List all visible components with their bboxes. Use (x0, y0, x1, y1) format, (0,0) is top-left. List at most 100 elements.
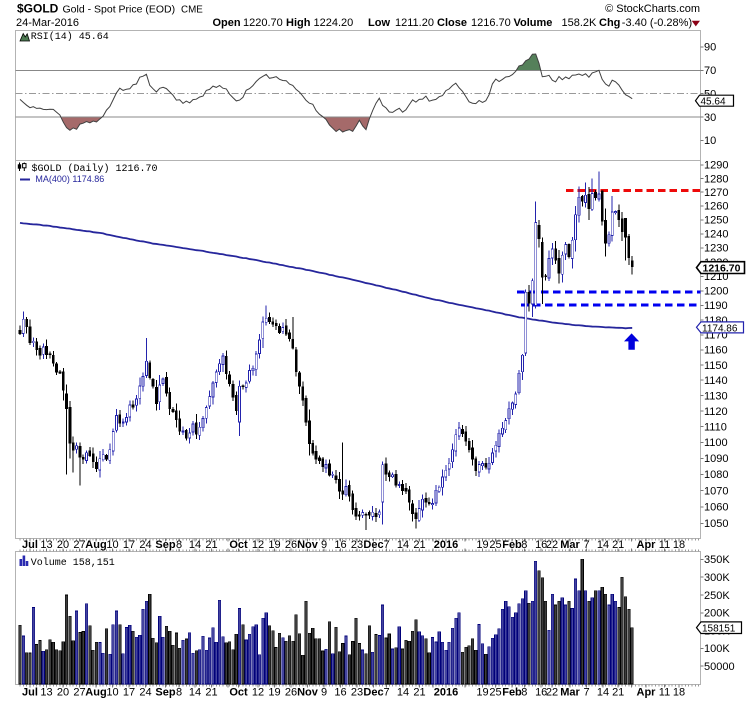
svg-text:10: 10 (704, 135, 716, 147)
svg-text:22: 22 (546, 539, 558, 551)
svg-text:Jul: Jul (22, 539, 38, 551)
svg-text:7: 7 (383, 539, 389, 551)
svg-text:30: 30 (704, 112, 716, 124)
svg-text:17: 17 (123, 539, 135, 551)
svg-text:21: 21 (612, 687, 624, 699)
svg-text:$GOLD (Daily) 1216.70: $GOLD (Daily) 1216.70 (32, 163, 158, 175)
svg-text:13: 13 (40, 539, 52, 551)
svg-text:9: 9 (321, 687, 327, 699)
svg-text:8: 8 (176, 687, 182, 699)
svg-text:14: 14 (397, 539, 409, 551)
svg-text:12: 12 (252, 687, 264, 699)
svg-text:25: 25 (489, 687, 501, 699)
svg-text:14: 14 (397, 687, 409, 699)
svg-text:Mar: Mar (560, 687, 580, 699)
svg-text:1280: 1280 (704, 173, 728, 185)
svg-text:1110: 1110 (704, 421, 727, 433)
svg-text:250K: 250K (704, 590, 730, 602)
svg-text:18: 18 (673, 687, 685, 699)
svg-text:7: 7 (583, 539, 589, 551)
svg-text:2016: 2016 (434, 687, 458, 699)
svg-text:70: 70 (704, 65, 716, 77)
svg-text:Oct: Oct (229, 687, 248, 699)
svg-text:158151: 158151 (702, 623, 736, 634)
svg-text:RSI(14) 45.64: RSI(14) 45.64 (31, 31, 109, 43)
svg-text:Apr: Apr (637, 687, 657, 699)
svg-text:7: 7 (383, 687, 389, 699)
svg-text:Aug: Aug (85, 539, 106, 551)
svg-text:1120: 1120 (704, 406, 728, 418)
svg-text:1190: 1190 (704, 300, 728, 312)
svg-text:16: 16 (535, 687, 547, 699)
svg-text:1080: 1080 (704, 469, 728, 481)
svg-text:27: 27 (73, 687, 85, 699)
svg-text:23: 23 (351, 539, 363, 551)
svg-text:Jul: Jul (22, 687, 38, 699)
svg-text:Sep: Sep (155, 687, 175, 699)
svg-text:Close: Close (437, 17, 467, 29)
svg-text:21: 21 (205, 687, 217, 699)
svg-text:1290: 1290 (704, 160, 728, 172)
svg-text:50000: 50000 (704, 661, 735, 673)
svg-text:16: 16 (334, 539, 346, 551)
svg-text:Dec: Dec (363, 687, 383, 699)
svg-text:1216.70: 1216.70 (703, 263, 741, 275)
svg-text:8: 8 (176, 539, 182, 551)
svg-text:1130: 1130 (704, 390, 728, 402)
svg-text:1200: 1200 (704, 286, 728, 298)
svg-text:1150: 1150 (704, 360, 728, 372)
svg-text:26: 26 (285, 539, 297, 551)
svg-text:Oct: Oct (229, 539, 248, 551)
svg-text:300K: 300K (704, 572, 730, 584)
svg-text:8: 8 (521, 687, 527, 699)
svg-text:1100: 1100 (704, 437, 728, 449)
svg-text:Nov: Nov (297, 687, 319, 699)
svg-text:350K: 350K (704, 554, 730, 566)
svg-text:11: 11 (659, 539, 670, 551)
svg-text:27: 27 (73, 539, 85, 551)
svg-text:19: 19 (268, 687, 280, 699)
svg-text:12: 12 (252, 539, 264, 551)
svg-text:90: 90 (704, 42, 716, 54)
svg-text:1060: 1060 (704, 502, 728, 514)
svg-text:17: 17 (123, 687, 135, 699)
svg-text:19: 19 (268, 539, 280, 551)
svg-text:21: 21 (205, 539, 217, 551)
svg-text:2016: 2016 (434, 539, 458, 551)
svg-text:1220.70: 1220.70 (243, 17, 283, 29)
svg-text:1270: 1270 (704, 187, 728, 199)
svg-text:1250: 1250 (704, 215, 728, 227)
svg-text:14: 14 (597, 687, 609, 699)
svg-text:10: 10 (106, 539, 118, 551)
svg-text:-3.40 (-0.28%): -3.40 (-0.28%) (622, 17, 692, 29)
svg-text:Feb: Feb (502, 539, 522, 551)
svg-text:Sep: Sep (155, 539, 175, 551)
svg-text:1070: 1070 (704, 485, 728, 497)
svg-text:Volume 158,151: Volume 158,151 (31, 557, 115, 569)
svg-text:Mar: Mar (560, 539, 580, 551)
svg-text:45.64: 45.64 (701, 97, 726, 108)
svg-text:26: 26 (285, 687, 297, 699)
svg-text:1050: 1050 (704, 518, 728, 530)
svg-text:11: 11 (659, 687, 670, 699)
svg-text:16: 16 (535, 539, 547, 551)
svg-text:21: 21 (413, 687, 425, 699)
svg-text:High: High (286, 17, 311, 29)
svg-text:1216.70: 1216.70 (471, 17, 511, 29)
svg-text:© StockCharts.com: © StockCharts.com (605, 3, 700, 15)
svg-text:20: 20 (57, 539, 69, 551)
svg-text:1260: 1260 (704, 201, 728, 213)
svg-text:24: 24 (139, 539, 151, 551)
svg-text:1211.20: 1211.20 (395, 17, 434, 29)
svg-text:25: 25 (489, 539, 501, 551)
svg-text:Low: Low (368, 17, 390, 29)
svg-text:9: 9 (321, 539, 327, 551)
svg-text:10: 10 (106, 687, 118, 699)
svg-text:Nov: Nov (297, 539, 319, 551)
svg-text:Volume: Volume (514, 17, 553, 29)
svg-text:Open: Open (213, 17, 241, 29)
svg-text:Feb: Feb (502, 687, 522, 699)
svg-text:14: 14 (189, 687, 201, 699)
svg-text:19: 19 (476, 687, 488, 699)
svg-text:Apr: Apr (637, 539, 657, 551)
